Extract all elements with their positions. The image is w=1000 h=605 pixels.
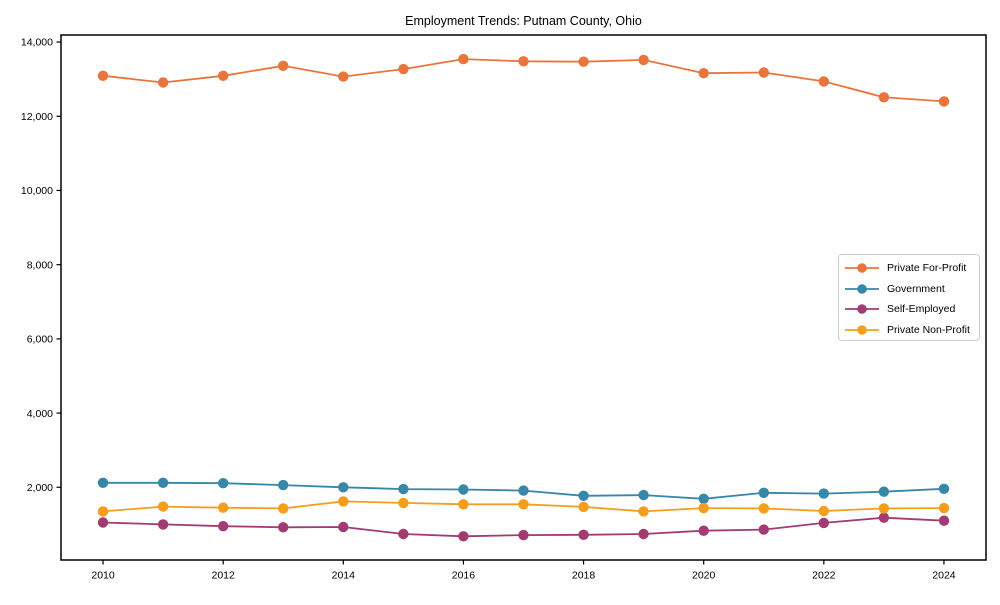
data-point-government [278,479,289,491]
data-point-private-for-profit [938,96,950,107]
data-point-private-non-profit [338,496,349,507]
legend-label: Government [887,282,945,295]
data-point-private-for-profit [458,53,469,65]
y-tick-label: 10,000 [21,185,53,197]
data-point-self-employed [878,512,890,523]
data-point-private-non-profit [878,503,890,514]
data-point-government [938,483,950,494]
y-tick-label: 2,000 [27,482,53,494]
data-point-private-for-profit [578,56,589,67]
data-point-government [878,486,890,497]
legend-item-private-for-profit: Private For-Profit [839,258,979,279]
legend-line-marker-icon [845,304,879,315]
data-point-self-employed [458,531,469,542]
data-point-self-employed [758,524,769,535]
data-point-self-employed [638,528,649,540]
legend-label: Private Non-Profit [887,323,970,336]
x-tick-label: 2018 [572,570,596,582]
y-tick-label: 8,000 [27,259,53,271]
data-point-private-non-profit [638,506,649,517]
x-tick-label: 2022 [812,570,836,582]
data-point-private-for-profit [157,77,169,88]
data-point-private-for-profit [638,54,649,66]
data-point-private-for-profit [97,70,109,82]
x-tick-label: 2010 [91,570,115,582]
data-point-private-non-profit [818,505,829,517]
data-point-private-for-profit [218,70,229,82]
data-point-self-employed [698,525,709,536]
series-private-for-profit [97,53,950,107]
data-point-private-non-profit [578,501,589,513]
series-self-employed [97,512,950,542]
data-point-private-for-profit [518,56,529,67]
x-tick-label: 2012 [211,570,235,582]
legend-label: Private For-Profit [887,262,967,275]
y-tick-label: 12,000 [21,111,53,123]
data-point-private-non-profit [218,502,229,513]
legend-line-marker-icon [845,263,879,274]
data-point-private-for-profit [278,60,289,71]
data-point-government [518,485,529,496]
chart-title: Employment Trends: Putnam County, Ohio [405,14,642,28]
data-point-government [818,488,829,499]
data-point-government [218,478,229,489]
data-point-private-for-profit [698,68,709,79]
data-point-self-employed [218,521,229,532]
data-point-private-for-profit [818,76,829,87]
data-point-private-non-profit [278,503,289,514]
data-point-government [578,490,589,501]
data-point-self-employed [518,529,529,541]
data-point-self-employed [338,521,349,533]
legend-line-marker-icon [845,283,879,294]
plot-frame [60,34,987,561]
y-tick-label: 14,000 [21,37,53,49]
series-government [97,477,950,504]
data-point-private-non-profit [938,502,950,514]
data-point-self-employed [157,519,169,530]
x-tick-label: 2014 [332,570,356,582]
x-tick-label: 2016 [452,570,476,582]
data-point-private-non-profit [97,506,109,517]
data-point-self-employed [578,529,589,540]
y-tick-label: 4,000 [27,408,53,420]
series-private-non-profit [97,496,950,517]
x-tick-label: 2020 [692,570,716,582]
data-point-government [698,493,709,504]
data-point-private-non-profit [157,501,169,512]
data-point-government [338,482,349,493]
legend-item-government: Government [839,279,979,300]
data-point-government [638,489,649,501]
data-point-government [398,483,409,495]
data-point-government [157,477,169,488]
legend-line-marker-icon [845,324,879,335]
data-point-government [458,484,469,495]
data-point-self-employed [818,517,829,529]
data-point-private-non-profit [758,503,769,514]
data-point-private-non-profit [398,497,409,509]
data-point-private-for-profit [758,67,769,78]
legend-item-self-employed: Self-Employed [839,299,979,320]
data-point-self-employed [938,515,950,526]
data-point-private-non-profit [458,499,469,510]
y-tick-label: 6,000 [27,334,53,346]
data-point-private-non-profit [518,499,529,510]
data-point-private-for-profit [398,63,409,75]
data-point-self-employed [398,528,409,540]
legend: Private For-Profit Government Self-Emplo… [838,254,980,341]
data-point-private-non-profit [698,502,709,514]
x-tick-label: 2024 [932,570,956,582]
data-point-private-for-profit [878,92,890,103]
data-point-self-employed [278,522,289,533]
legend-item-private-non-profit: Private Non-Profit [839,320,979,341]
legend-label: Self-Employed [887,303,956,316]
data-point-private-for-profit [338,71,349,82]
data-point-government [758,487,769,498]
data-point-self-employed [97,517,109,528]
data-point-government [97,477,109,488]
